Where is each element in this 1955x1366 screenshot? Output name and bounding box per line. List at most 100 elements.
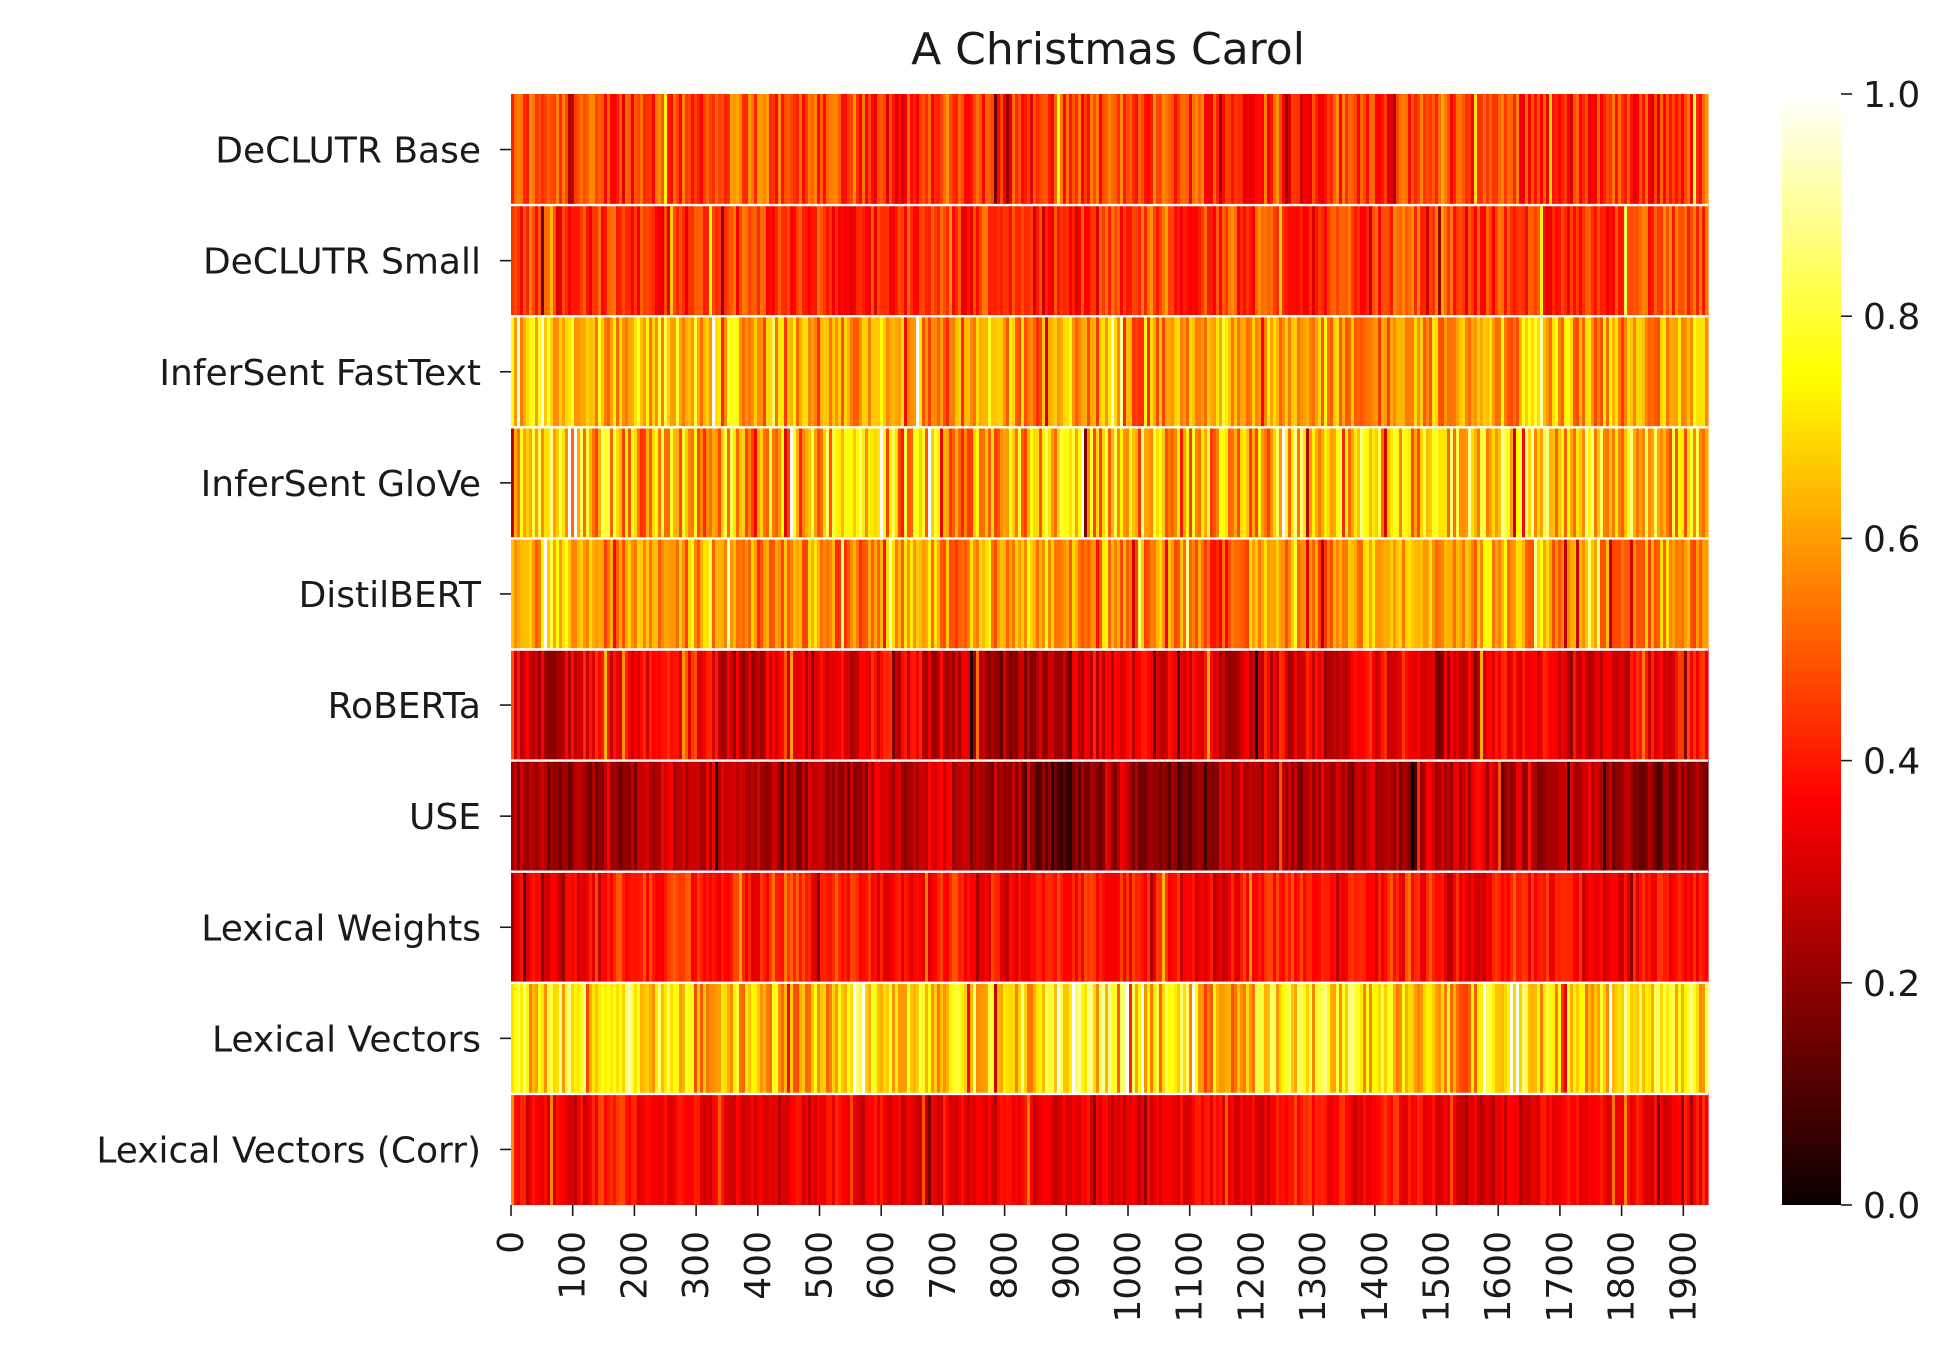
heatmap-cell — [1426, 982, 1430, 1094]
heatmap-cell — [1504, 982, 1508, 1094]
heatmap-cell — [784, 760, 788, 872]
heatmap-cell — [1621, 760, 1625, 872]
heatmap-cell — [1159, 649, 1163, 761]
colorbar-tick-label: 0.6 — [1863, 519, 1920, 560]
heatmap-cell — [541, 649, 545, 761]
heatmap-cell — [718, 1093, 722, 1205]
heatmap-cell — [1693, 982, 1697, 1094]
heatmap-cell — [811, 760, 815, 872]
heatmap-cell — [1336, 982, 1340, 1094]
heatmap-cell — [1588, 982, 1592, 1094]
heatmap-cell — [1150, 871, 1154, 983]
heatmap-cell — [769, 982, 773, 1094]
heatmap-cell — [547, 427, 551, 539]
heatmap-cell — [715, 760, 719, 872]
heatmap-cell — [1000, 871, 1004, 983]
heatmap-cell — [781, 760, 785, 872]
heatmap-cell — [826, 982, 830, 1094]
heatmap-cell — [1366, 1093, 1370, 1205]
heatmap-cell — [1090, 538, 1094, 650]
heatmap-cell — [745, 1093, 749, 1205]
heatmap-cell — [1495, 760, 1499, 872]
heatmap-cell — [1228, 871, 1232, 983]
heatmap-cell — [1234, 94, 1238, 206]
heatmap-cell — [1216, 1093, 1220, 1205]
heatmap-cell — [1309, 427, 1313, 539]
heatmap-cell — [1426, 649, 1430, 761]
heatmap-cell — [1138, 649, 1142, 761]
heatmap-cell — [661, 1093, 665, 1205]
heatmap-cell — [796, 649, 800, 761]
heatmap-cell — [1105, 427, 1109, 539]
heatmap-cell — [1081, 316, 1085, 428]
heatmap-cell — [1393, 538, 1397, 650]
heatmap-cell — [1633, 316, 1637, 428]
heatmap-cell — [754, 760, 758, 872]
heatmap-cell — [1417, 760, 1421, 872]
heatmap-cell — [544, 871, 548, 983]
heatmap-cell — [1696, 649, 1700, 761]
heatmap-cell — [613, 871, 617, 983]
heatmap-cell — [1264, 1093, 1268, 1205]
heatmap-cell — [1453, 649, 1457, 761]
heatmap-cell — [1378, 982, 1382, 1094]
heatmap-cell — [1042, 427, 1046, 539]
heatmap-cell — [889, 538, 893, 650]
heatmap-cell — [1255, 94, 1259, 206]
heatmap-cell — [1261, 205, 1265, 317]
heatmap-cell — [991, 427, 995, 539]
heatmap-cell — [1624, 427, 1628, 539]
heatmap-cell — [1159, 871, 1163, 983]
heatmap-cell — [1129, 427, 1133, 539]
heatmap-cell — [1678, 316, 1682, 428]
heatmap-cell — [766, 649, 770, 761]
heatmap-cell — [628, 205, 632, 317]
x-tick-label: 1900 — [1663, 1231, 1704, 1323]
heatmap-cell — [799, 982, 803, 1094]
heatmap-cell — [640, 538, 644, 650]
heatmap-cell — [1024, 982, 1028, 1094]
heatmap-cell — [1390, 427, 1394, 539]
heatmap-cell — [817, 982, 821, 1094]
heatmap-cell — [889, 871, 893, 983]
heatmap-cell — [1258, 1093, 1262, 1205]
heatmap-cell — [1036, 316, 1040, 428]
heatmap-cell — [790, 538, 794, 650]
heatmap-cell — [535, 982, 539, 1094]
heatmap-cell — [619, 982, 623, 1094]
heatmap-cell — [667, 205, 671, 317]
heatmap-cell — [1384, 205, 1388, 317]
heatmap-cell — [1006, 649, 1010, 761]
heatmap-cell — [1468, 982, 1472, 1094]
heatmap-cell — [811, 1093, 815, 1205]
heatmap-cell — [913, 649, 917, 761]
heatmap-cell — [1636, 205, 1640, 317]
heatmap-cell — [1441, 871, 1445, 983]
heatmap-cell — [967, 1093, 971, 1205]
heatmap-cell — [751, 205, 755, 317]
heatmap-cell — [523, 760, 527, 872]
heatmap-cell — [1330, 982, 1334, 1094]
heatmap-cell — [1645, 982, 1649, 1094]
heatmap-cell — [1381, 760, 1385, 872]
heatmap-cell — [1192, 94, 1196, 206]
heatmap-cell — [934, 982, 938, 1094]
heatmap-cell — [1009, 205, 1013, 317]
heatmap-cell — [826, 427, 830, 539]
heatmap-cell — [1627, 871, 1631, 983]
heatmap-cell — [1399, 538, 1403, 650]
heatmap-cell — [865, 427, 869, 539]
heatmap-cell — [1198, 427, 1202, 539]
heatmap-cell — [1096, 871, 1100, 983]
heatmap-cell — [766, 871, 770, 983]
heatmap-cell — [793, 538, 797, 650]
heatmap-cell — [793, 427, 797, 539]
heatmap-cell — [1372, 316, 1376, 428]
heatmap-cell — [1663, 649, 1667, 761]
heatmap-cell — [1303, 316, 1307, 428]
heatmap-cell — [1186, 94, 1190, 206]
heatmap-cell — [661, 871, 665, 983]
heatmap-cell — [1276, 1093, 1280, 1205]
heatmap-cell — [541, 316, 545, 428]
heatmap-cell — [1144, 205, 1148, 317]
